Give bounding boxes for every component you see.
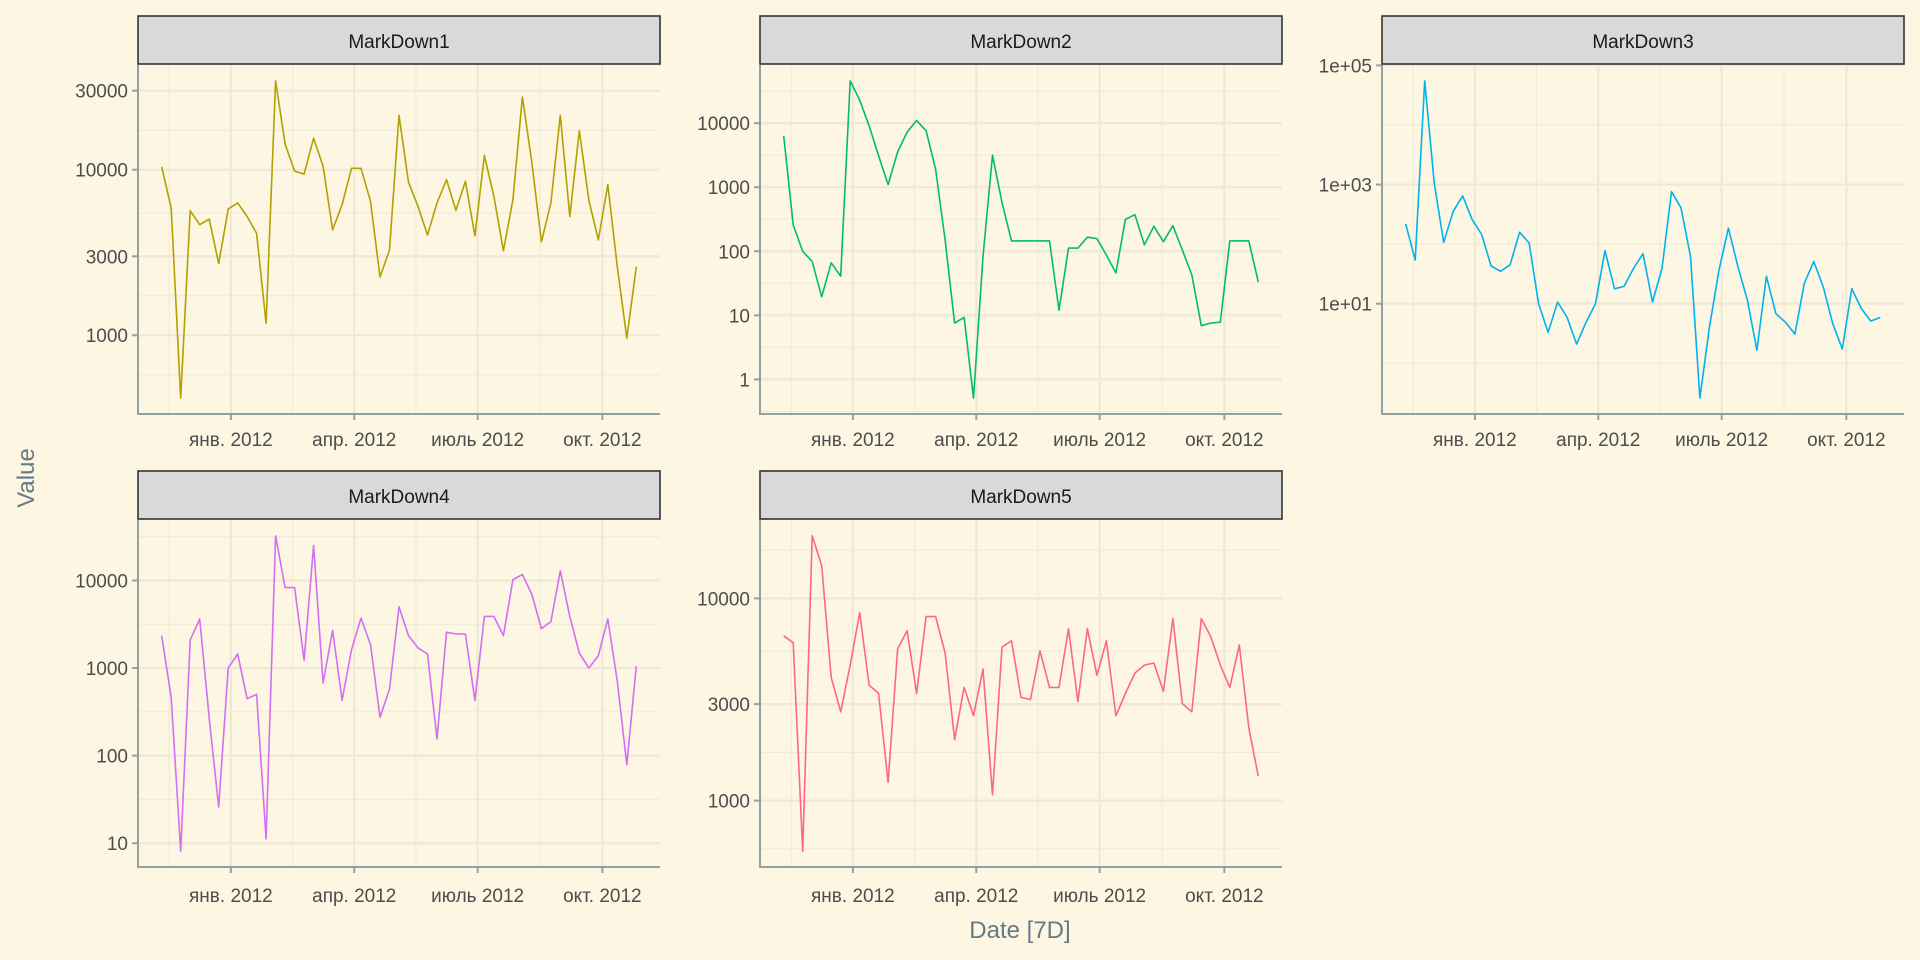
x-tick-label: апр. 2012: [312, 886, 396, 907]
y-tick-label: 1000: [708, 178, 750, 199]
facet-strip: [759, 470, 1283, 520]
y-tick-label: 30000: [75, 82, 128, 103]
facet-strip-label: MarkDown3: [1592, 32, 1693, 53]
y-tick-label: 10: [107, 834, 128, 855]
x-tick-label: окт. 2012: [1807, 430, 1886, 451]
x-tick-label: июль 2012: [1675, 430, 1768, 451]
facet-markdown2: 1 10 100 1000 10000 янв. 2012 апр. 2012 июль 20…: [697, 15, 1283, 451]
plot-panel: [1382, 65, 1904, 414]
facet-strip: [759, 15, 1283, 65]
y-axis-title: Value: [13, 448, 40, 508]
series-line-markdown3: [1404, 80, 1881, 399]
x-tick-label: янв. 2012: [189, 886, 273, 907]
y-tick-label: 10000: [75, 571, 128, 592]
facet-markdown3: 1e+01 1e+03 1e+05 янв. 2012 апр. 2012 июль 20…: [1319, 15, 1905, 451]
series-line-markdown1: [160, 80, 638, 399]
x-tick-label: апр. 2012: [934, 430, 1018, 451]
x-tick-label: апр. 2012: [934, 886, 1018, 907]
plot-panel: [760, 65, 1282, 414]
facet-strip-label: MarkDown5: [970, 487, 1071, 508]
x-tick-label: окт. 2012: [1185, 430, 1264, 451]
y-tick-label: 100: [96, 747, 128, 768]
facet-markdown1: 1000 3000 10000 30000 янв. 2012 апр. 2012 июль…: [75, 15, 661, 451]
y-tick-label: 1e+01: [1319, 295, 1372, 316]
facet-strip: [1381, 15, 1905, 65]
x-tick-label: июль 2012: [431, 430, 524, 451]
x-tick-label: янв. 2012: [189, 430, 273, 451]
y-tick-label: 100: [718, 242, 750, 263]
y-tick-label: 1: [739, 370, 750, 391]
x-tick-label: окт. 2012: [1185, 886, 1264, 907]
x-tick-label: окт. 2012: [563, 886, 642, 907]
y-tick-label: 10: [729, 306, 750, 327]
series-line-markdown2: [782, 80, 1260, 399]
x-tick-label: июль 2012: [1053, 886, 1146, 907]
plot-panel: [138, 520, 660, 867]
y-tick-label: 10000: [697, 114, 750, 135]
y-tick-label: 10000: [697, 589, 750, 610]
y-tick-label: 10000: [75, 161, 128, 182]
x-tick-label: июль 2012: [1053, 430, 1146, 451]
y-tick-label: 1000: [86, 659, 128, 680]
x-tick-label: окт. 2012: [563, 430, 642, 451]
facet-markdown4: 10 100 1000 10000 янв. 2012 апр. 2012 июль 201…: [75, 470, 661, 907]
x-tick-label: янв. 2012: [1433, 430, 1517, 451]
facet-strip-label: MarkDown4: [348, 487, 450, 508]
x-tick-label: июль 2012: [431, 886, 524, 907]
x-tick-label: янв. 2012: [811, 430, 895, 451]
y-tick-label: 1e+05: [1319, 56, 1372, 77]
y-tick-label: 1e+03: [1319, 176, 1372, 197]
y-tick-label: 1000: [86, 326, 128, 347]
facet-strip: [137, 15, 661, 65]
x-axis-title: Date [7D]: [969, 917, 1070, 944]
x-tick-label: апр. 2012: [1556, 430, 1640, 451]
x-tick-label: апр. 2012: [312, 430, 396, 451]
series-line-markdown5: [783, 534, 1260, 853]
facet-strip-label: MarkDown1: [348, 32, 449, 53]
y-tick-label: 3000: [86, 247, 128, 268]
facet-markdown5: 1000 3000 10000 янв. 2012 апр. 2012 июль 2012…: [697, 470, 1283, 907]
y-tick-label: 1000: [708, 792, 750, 813]
facet-strip: [137, 470, 661, 520]
x-tick-label: янв. 2012: [811, 886, 895, 907]
y-tick-label: 3000: [708, 695, 750, 716]
series-line-markdown4: [160, 534, 638, 853]
facet-strip-label: MarkDown2: [970, 32, 1071, 53]
